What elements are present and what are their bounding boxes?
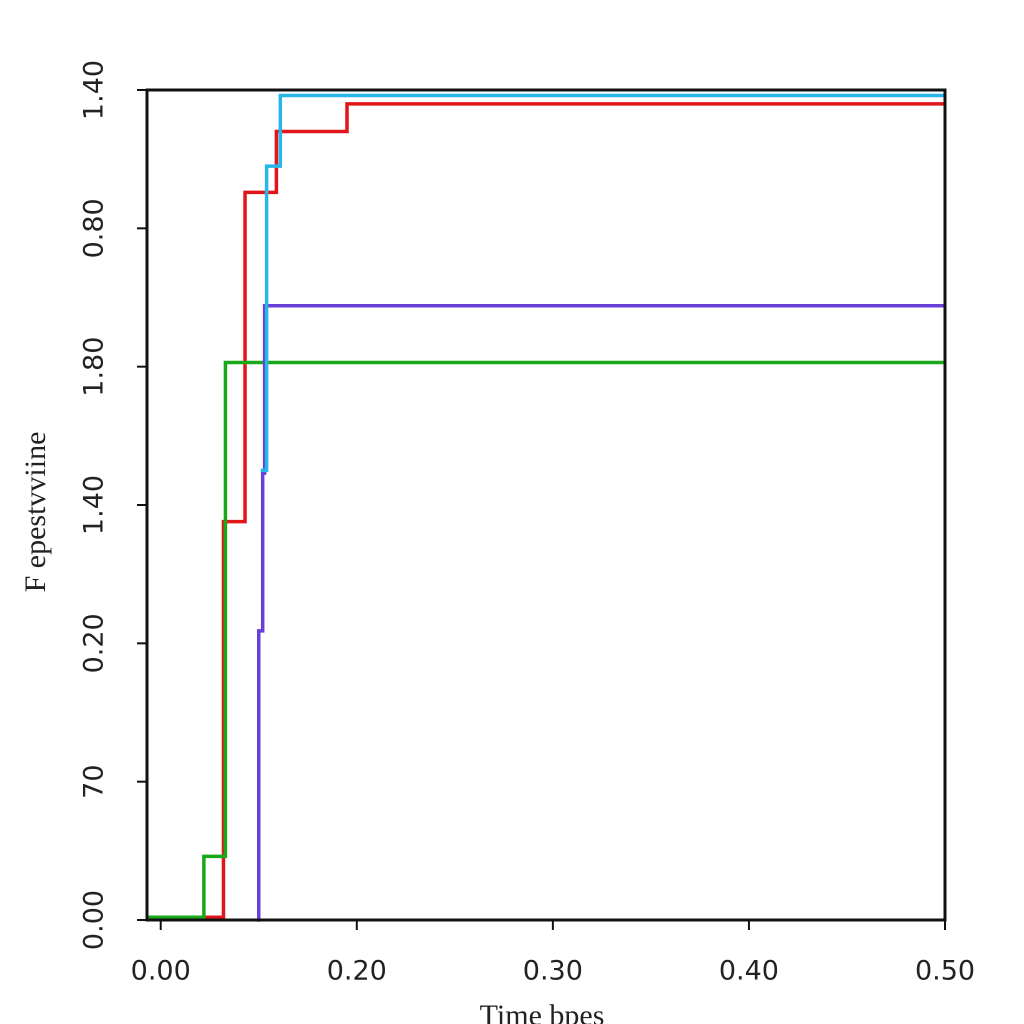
x-tick-label: 0.30	[523, 956, 583, 987]
step-line	[147, 360, 945, 919]
y-tick-label: 0.00	[79, 890, 110, 950]
y-tick-label: 1.80	[79, 337, 110, 397]
y-tick-label: 1.40	[79, 60, 110, 120]
x-tick-label: 0.00	[131, 956, 191, 987]
x-tick-label: 0.20	[327, 956, 387, 987]
y-tick-label: 0.20	[79, 613, 110, 673]
step-line	[147, 102, 945, 919]
y-tick-label: 0.80	[79, 198, 110, 258]
x-axis-label: Time bpes	[480, 999, 605, 1024]
y-axis-label: F epestvviine	[19, 432, 52, 593]
step-line	[260, 93, 945, 473]
y-tick-label: 1.40	[79, 475, 110, 535]
x-tick-label: 0.40	[719, 956, 779, 987]
step-line	[256, 304, 945, 922]
x-tick-label: 0.50	[915, 956, 975, 987]
y-tick-label: 70	[79, 764, 110, 798]
